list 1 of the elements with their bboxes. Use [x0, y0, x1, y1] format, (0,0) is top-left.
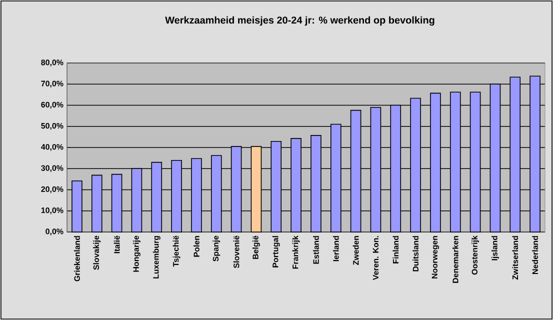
chart-title: Werkzaamheid meisjes 20-24 jr: % werkend op bevolking: [165, 16, 434, 26]
